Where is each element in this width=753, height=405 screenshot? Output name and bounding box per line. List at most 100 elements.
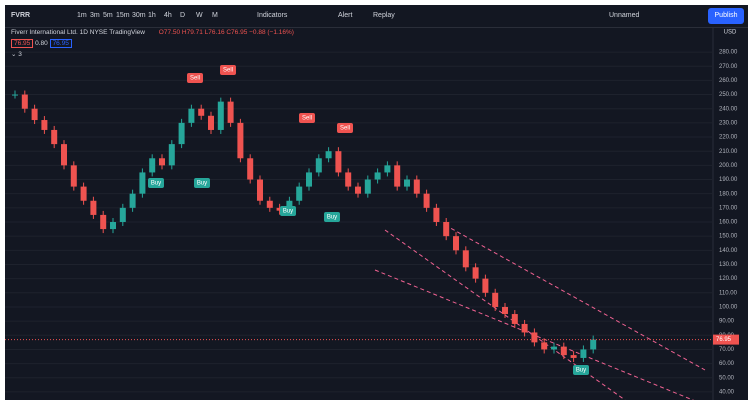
candle-body xyxy=(119,207,126,222)
candle-body xyxy=(413,179,420,194)
candle xyxy=(384,161,391,177)
candle-body xyxy=(257,179,263,201)
candle-body xyxy=(570,355,577,358)
signal-label: Buy xyxy=(151,181,161,187)
interval-button[interactable]: 5m xyxy=(103,12,113,19)
candle xyxy=(374,168,381,184)
candle xyxy=(541,338,548,354)
candle xyxy=(355,182,361,198)
candle-body xyxy=(100,214,107,230)
candle xyxy=(335,147,342,177)
candle xyxy=(531,328,538,347)
candle xyxy=(61,140,67,170)
candle-body xyxy=(492,292,499,307)
signal-badge xyxy=(220,65,236,75)
candle xyxy=(276,203,283,215)
replay[interactable]: Replay xyxy=(373,12,395,19)
candle xyxy=(482,274,489,297)
y-tick-label: 70.00 xyxy=(719,347,735,353)
candle xyxy=(149,154,156,177)
y-tick-label: 220.00 xyxy=(719,135,738,141)
candle-body xyxy=(433,207,440,222)
layout-name[interactable]: Unnamed xyxy=(609,12,640,19)
candle xyxy=(551,342,557,354)
publish[interactable]: Publish xyxy=(708,8,744,24)
candle-body xyxy=(237,122,244,159)
candle xyxy=(31,104,38,125)
candle xyxy=(580,345,587,362)
symbol[interactable]: FVRR xyxy=(11,12,31,19)
y-tick-label: 50.00 xyxy=(719,375,735,381)
candle xyxy=(423,189,430,212)
last-price-label: 76.95 xyxy=(716,337,732,343)
signal-badge xyxy=(187,73,203,83)
candle-body xyxy=(208,115,214,130)
candle xyxy=(119,203,126,226)
interval-button[interactable]: 1m xyxy=(77,12,87,19)
interval-button[interactable]: 3m xyxy=(90,12,100,19)
candle-body xyxy=(521,323,528,333)
y-tick-label: 240.00 xyxy=(719,106,738,112)
indicator-toggle[interactable]: ⌄ 3 xyxy=(11,51,22,58)
candle-body xyxy=(453,236,459,251)
interval-button[interactable]: M xyxy=(212,12,218,19)
candle-body xyxy=(325,151,332,159)
candle-body xyxy=(511,314,518,324)
signal-badge xyxy=(299,113,315,123)
signal-badge xyxy=(573,365,589,375)
candle-body xyxy=(31,108,38,121)
candle xyxy=(296,182,303,205)
candle-body xyxy=(188,108,195,123)
spread: 0.80 xyxy=(35,40,48,47)
candle xyxy=(306,168,312,191)
candle xyxy=(247,154,254,184)
interval-button[interactable]: 4h xyxy=(164,12,172,19)
interval-button[interactable]: 15m xyxy=(116,12,130,19)
candle xyxy=(364,175,371,198)
candle xyxy=(237,118,244,163)
y-tick-label: 190.00 xyxy=(719,177,738,183)
candle-body xyxy=(276,207,283,211)
interval-button[interactable]: 1h xyxy=(148,12,156,19)
candle-body xyxy=(159,158,165,166)
signal-badge xyxy=(148,178,164,188)
y-tick-label: 250.00 xyxy=(719,92,738,98)
signal-label: Sell xyxy=(190,76,200,82)
candle-body xyxy=(70,165,77,187)
candle xyxy=(521,319,528,337)
candle-body xyxy=(384,165,391,173)
candle xyxy=(345,168,352,191)
trend-line xyxy=(444,224,706,371)
candle xyxy=(80,182,87,205)
candle xyxy=(590,335,597,354)
y-tick-label: 140.00 xyxy=(719,248,738,254)
interval-button[interactable]: D xyxy=(180,12,186,19)
candle-body xyxy=(129,193,136,208)
alert[interactable]: Alert xyxy=(338,12,353,19)
candle-body xyxy=(149,158,156,173)
candle xyxy=(227,97,234,127)
candle xyxy=(100,210,107,234)
candle xyxy=(257,175,263,205)
signal-label: Buy xyxy=(576,368,586,374)
interval-button[interactable]: W xyxy=(196,12,203,19)
candle xyxy=(511,310,518,328)
last-price-tag xyxy=(713,334,739,345)
indicators[interactable]: Indicators xyxy=(257,12,288,19)
candle xyxy=(413,175,420,198)
interval-button[interactable]: 30m xyxy=(132,12,146,19)
candle xyxy=(462,246,469,272)
candle-body xyxy=(482,278,489,293)
signal-label: Sell xyxy=(223,68,233,74)
candle xyxy=(266,196,273,212)
trend-line xyxy=(374,269,695,400)
indicator-count: 3 xyxy=(18,51,22,58)
candle xyxy=(433,203,440,226)
exchange: NYSE xyxy=(89,29,108,36)
currency: USD xyxy=(724,30,737,36)
candle xyxy=(129,189,136,212)
candle xyxy=(70,161,77,191)
interval: 1D xyxy=(79,29,88,36)
candle-body xyxy=(198,108,205,116)
candle xyxy=(21,90,28,113)
